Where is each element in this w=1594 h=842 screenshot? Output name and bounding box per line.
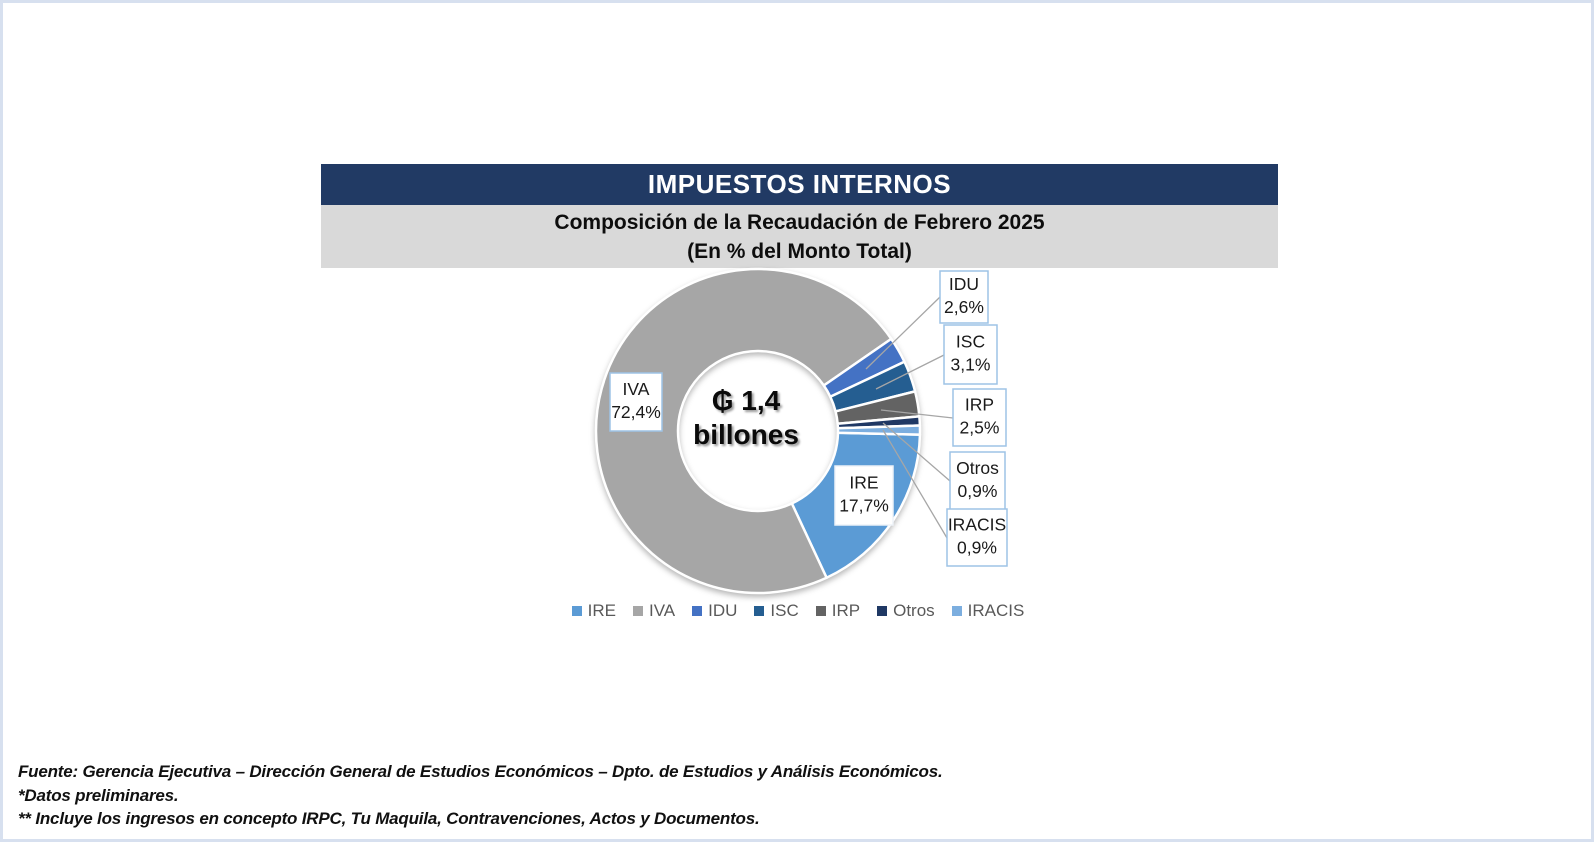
donut-chart: IRE 17,7% IVA 72,4% IDU 2,6% ISC 3,1% IRP 2,5% Otr… xyxy=(548,251,1048,603)
data-label-name: IRACIS xyxy=(948,515,1006,535)
data-label-iracis: IRACIS 0,9% xyxy=(946,508,1008,567)
center-total-unit: billones xyxy=(693,419,799,450)
data-label-name: ISC xyxy=(956,332,985,352)
legend-item-otros: Otros xyxy=(877,601,935,621)
slice-iva xyxy=(594,267,893,595)
data-label-iva: IVA 72,4% xyxy=(609,372,663,432)
legend-swatch-irp xyxy=(815,606,826,616)
slice-iracis xyxy=(836,424,922,436)
preliminary-note: *Datos preliminares. xyxy=(18,785,179,805)
legend-swatch-isc xyxy=(754,606,765,616)
legend-item-ire: IRE xyxy=(571,601,616,621)
legend-label: IRE xyxy=(587,601,616,620)
subtitle-band: Composición de la Recaudación de Febrero… xyxy=(321,205,1278,268)
chart-subtitle-line2: (En % del Monto Total) xyxy=(687,240,912,263)
data-label-name: IRE xyxy=(849,473,878,493)
data-label-name: IVA xyxy=(623,379,650,399)
legend-swatch-idu xyxy=(692,606,703,616)
data-label-name: Otros xyxy=(956,458,999,478)
data-label-value: 2,6% xyxy=(944,297,984,317)
leader-line-otros xyxy=(882,422,951,482)
data-label-ire: IRE 17,7% xyxy=(834,465,894,526)
leader-line-idu xyxy=(865,296,941,370)
legend-label: IRACIS xyxy=(967,601,1025,620)
data-label-irp: IRP 2,5% xyxy=(952,388,1007,447)
data-label-isc: ISC 3,1% xyxy=(943,324,998,385)
data-label-otros: Otros 0,9% xyxy=(949,451,1006,511)
legend-label: ISC xyxy=(770,601,799,620)
center-total-value: ₲ 1,4 xyxy=(712,385,781,416)
data-label-idu: IDU 2,6% xyxy=(939,270,989,324)
page-title: IMPUESTOS INTERNOS xyxy=(647,169,952,199)
data-label-value: 0,9% xyxy=(957,538,997,558)
legend-swatch-iva xyxy=(632,606,643,616)
data-label-name: IDU xyxy=(949,274,979,294)
source-note: Fuente: Gerencia Ejecutiva – Dirección G… xyxy=(18,762,943,781)
legend-item-irp: IRP xyxy=(815,601,861,621)
legend-swatch-otros xyxy=(877,606,888,616)
data-label-value: 17,7% xyxy=(839,496,889,516)
data-label-value: 72,4% xyxy=(611,402,661,422)
title-bar: IMPUESTOS INTERNOS xyxy=(321,164,1278,205)
chart-legend: IRE IVA IDU ISC IRP Otros IRACIS xyxy=(548,601,1048,621)
legend-item-idu: IDU xyxy=(692,601,737,621)
legend-swatch-ire xyxy=(571,606,582,616)
data-label-name: IRP xyxy=(965,395,994,415)
legend-label: IRP xyxy=(831,601,861,620)
legend-label: IVA xyxy=(648,601,676,620)
inclusion-note: ** Incluye los ingresos en concepto IRPC… xyxy=(18,809,760,828)
legend-item-isc: ISC xyxy=(754,601,799,621)
chart-subtitle-line1: Composición de la Recaudación de Febrero… xyxy=(554,211,1045,234)
donut-chart-canvas: IRE 17,7% IVA 72,4% IDU 2,6% ISC 3,1% IRP 2,5% Otr… xyxy=(594,267,1008,595)
legend-label: IDU xyxy=(708,601,738,620)
data-label-value: 0,9% xyxy=(958,481,998,501)
legend-item-iracis: IRACIS xyxy=(951,601,1025,621)
legend-swatch-iracis xyxy=(951,606,962,616)
chart-header: IMPUESTOS INTERNOS Composición de la Rec… xyxy=(321,164,1278,268)
legend-item-iva: IVA xyxy=(632,601,676,621)
leader-line-isc xyxy=(875,354,945,390)
leader-line-iracis xyxy=(882,429,948,539)
legend-label: Otros xyxy=(893,601,935,620)
footer-notes: Fuente: Gerencia Ejecutiva – Dirección G… xyxy=(18,760,943,831)
data-label-value: 3,1% xyxy=(951,355,991,375)
leader-line-irp xyxy=(880,409,954,419)
data-label-value: 2,5% xyxy=(960,418,1000,438)
